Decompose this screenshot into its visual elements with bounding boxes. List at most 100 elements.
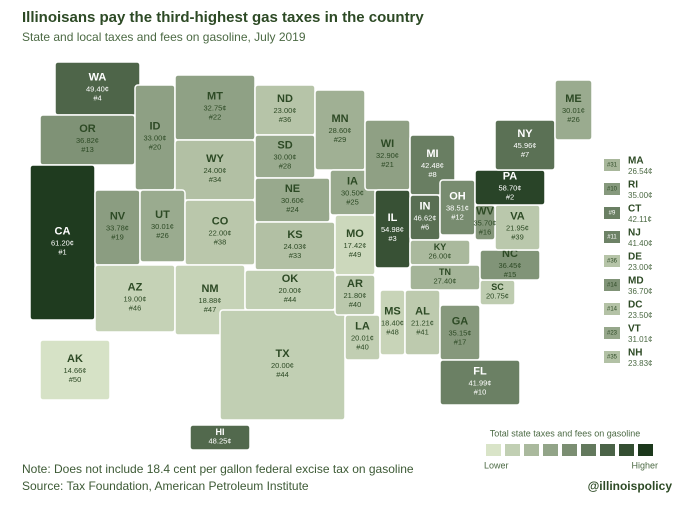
- side-rank: #35: [607, 355, 618, 361]
- state-tax: 14.66¢: [64, 366, 87, 375]
- state-tax: 26.00¢: [429, 251, 452, 260]
- state-abbr: FL: [473, 365, 487, 377]
- legend-swatch: [505, 444, 520, 456]
- state-rank: #50: [69, 375, 82, 384]
- state-tax: 19.00¢: [124, 294, 147, 303]
- state-abbr: NM: [201, 283, 218, 295]
- legend-swatch: [600, 444, 615, 456]
- state-abbr: PA: [503, 170, 518, 182]
- state-abbr: OH: [449, 190, 466, 202]
- state-abbr: ND: [277, 93, 293, 105]
- state-rank: #4: [93, 93, 101, 102]
- state-tax: 42.48¢: [421, 161, 444, 170]
- state-abbr: OR: [79, 123, 96, 135]
- legend-low: Lower: [484, 460, 509, 470]
- state-rank: #6: [421, 222, 429, 231]
- state-abbr: WA: [89, 71, 107, 83]
- rank-box: [604, 279, 620, 291]
- side-tax: 26.54¢: [628, 167, 652, 176]
- state-abbr: MI: [426, 148, 438, 160]
- state-rank: #24: [286, 205, 299, 214]
- state-abbr: WY: [206, 153, 224, 165]
- state-rank: #48: [386, 327, 399, 336]
- state-rank: #12: [451, 212, 464, 221]
- state-tax: 30.01¢: [562, 106, 585, 115]
- state-rank: #39: [511, 232, 524, 241]
- side-abbr: RI: [628, 180, 638, 191]
- side-abbr: DE: [628, 252, 642, 263]
- state-tax: 17.42¢: [344, 241, 367, 250]
- state-abbr: IA: [347, 175, 358, 187]
- state-tax: 18.40¢: [381, 318, 404, 327]
- state-tax: 20.00¢: [271, 361, 294, 370]
- state-abbr: OK: [282, 273, 299, 285]
- state-abbr: VA: [510, 210, 525, 222]
- state-abbr: KY: [434, 242, 447, 252]
- rank-box: [604, 327, 620, 339]
- side-rank: #11: [607, 235, 617, 241]
- state-rank: #40: [349, 300, 362, 309]
- state-tax: 48.25¢: [209, 436, 232, 445]
- state-rank: #36: [279, 115, 292, 124]
- state-tax: 35.15¢: [449, 328, 472, 337]
- state-abbr: AR: [347, 278, 363, 290]
- state-tax: 33.00¢: [144, 133, 167, 142]
- state-rank: #29: [334, 135, 347, 144]
- state-abbr: CA: [55, 225, 71, 237]
- state-rank: #44: [284, 295, 297, 304]
- state-rank: #13: [81, 145, 94, 154]
- state-rank: #26: [567, 115, 580, 124]
- state-abbr: ID: [150, 120, 161, 132]
- state-tax: 27.40¢: [434, 276, 457, 285]
- state-rank: #8: [428, 170, 436, 179]
- rank-box: [604, 303, 620, 315]
- state-tax: 23.00¢: [274, 106, 297, 115]
- rank-box: [604, 159, 620, 171]
- state-abbr: LA: [355, 320, 370, 332]
- side-rank: #36: [607, 259, 618, 265]
- state-abbr: IL: [388, 212, 398, 224]
- state-tax: 20.01¢: [351, 333, 374, 342]
- state-tax: 21.95¢: [506, 223, 529, 232]
- state-tax: 58.70¢: [499, 183, 522, 192]
- state-tax: 24.00¢: [204, 166, 227, 175]
- state-abbr: KS: [287, 229, 302, 241]
- state-rank: #19: [111, 232, 124, 241]
- state-tax: 21.80¢: [344, 291, 367, 300]
- side-tax: 41.40¢: [628, 239, 652, 248]
- state-tax: 36.45¢: [499, 261, 522, 270]
- state-tax: 28.60¢: [329, 126, 352, 135]
- state-abbr: TN: [439, 267, 451, 277]
- state-abbr: NY: [517, 128, 533, 140]
- side-tax: 31.01¢: [628, 335, 652, 344]
- state-rank: #22: [209, 112, 222, 121]
- state-shape: [189, 424, 251, 451]
- side-rank: #23: [607, 331, 618, 337]
- legend-swatch: [619, 444, 634, 456]
- state-abbr: SC: [491, 282, 504, 292]
- note: Note: Does not include 18.4 cent per gal…: [22, 462, 414, 476]
- state-tax: 20.00¢: [279, 286, 302, 295]
- title: Illinoisans pay the third-highest gas ta…: [22, 9, 424, 26]
- state-abbr: WV: [476, 205, 494, 217]
- state-tax: 30.00¢: [274, 152, 297, 161]
- state-abbr: NE: [285, 183, 300, 195]
- state-abbr: UT: [155, 209, 170, 221]
- state-tax: 30.50¢: [341, 188, 364, 197]
- legend-swatch: [562, 444, 577, 456]
- side-tax: 36.70¢: [628, 287, 652, 296]
- state-rank: #44: [276, 370, 289, 379]
- state-rank: #40: [356, 342, 369, 351]
- side-tax: 23.50¢: [628, 311, 652, 320]
- state-rank: #3: [388, 234, 396, 243]
- side-abbr: VT: [628, 324, 641, 335]
- legend-title: Total state taxes and fees on gasoline: [490, 428, 641, 438]
- rank-box: [604, 183, 620, 195]
- state-rank: #46: [129, 303, 142, 312]
- subtitle: State and local taxes and fees on gasoli…: [22, 30, 306, 44]
- legend-swatch: [524, 444, 539, 456]
- state-tax: 54.98¢: [381, 225, 404, 234]
- state-rank: #10: [474, 387, 487, 396]
